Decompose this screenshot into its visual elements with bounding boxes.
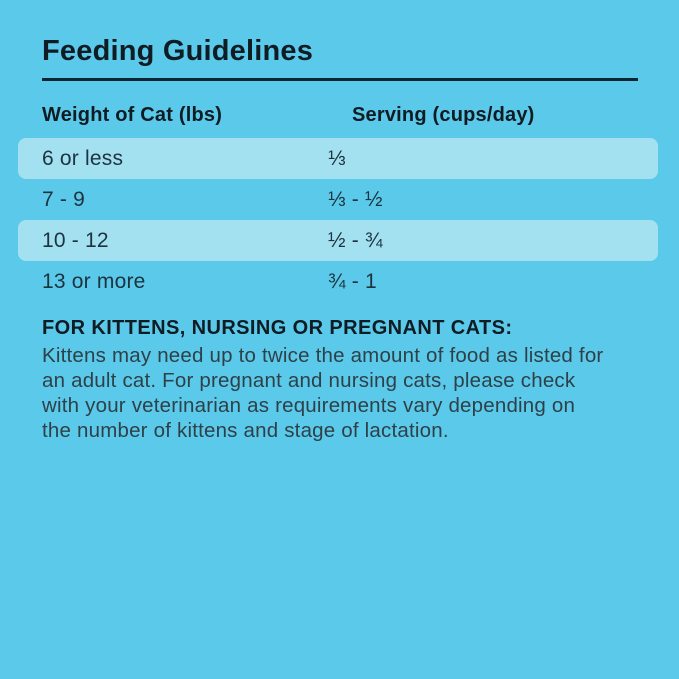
serving-cell: ⅓ - ½ <box>328 187 383 211</box>
weight-cell: 10 - 12 <box>42 228 109 252</box>
table-row: 10 - 12 ½ - ¾ <box>18 220 658 261</box>
serving-cell: ½ - ¾ <box>328 228 383 252</box>
column-header-serving: Serving (cups/day) <box>352 104 535 126</box>
note-body: Kittens may need up to twice the amount … <box>42 344 604 442</box>
weight-cell: 7 - 9 <box>42 187 86 211</box>
weight-cell: 13 or more <box>42 269 146 293</box>
title-divider <box>42 78 638 81</box>
table-row: 13 or more ¾ - 1 <box>18 261 658 302</box>
column-header-weight: Weight of Cat (lbs) <box>42 104 223 126</box>
table-header-row: Weight of Cat (lbs) Serving (cups/day) <box>42 103 639 127</box>
table-row: 7 - 9 ⅓ - ½ <box>18 179 658 220</box>
table-row: 6 or less ⅓ <box>18 138 658 179</box>
feeding-table: 6 or less ⅓ 7 - 9 ⅓ - ½ 10 - 12 ½ - ¾ 13… <box>18 138 658 302</box>
serving-cell: ¾ - 1 <box>328 269 377 293</box>
serving-cell: ⅓ <box>328 146 346 170</box>
weight-cell: 6 or less <box>42 146 124 170</box>
note-heading: FOR KITTENS, NURSING OR PREGNANT CATS: <box>42 317 513 339</box>
page-title: Feeding Guidelines <box>42 35 314 67</box>
